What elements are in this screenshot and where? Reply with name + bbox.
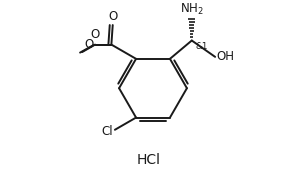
Text: O: O bbox=[108, 10, 118, 23]
Text: &1: &1 bbox=[195, 42, 207, 51]
Text: HCl: HCl bbox=[137, 153, 161, 167]
Text: NH$_2$: NH$_2$ bbox=[180, 2, 204, 17]
Text: OH: OH bbox=[217, 50, 235, 63]
Text: O: O bbox=[90, 28, 99, 41]
Text: Cl: Cl bbox=[101, 125, 113, 138]
Text: O: O bbox=[85, 38, 94, 51]
